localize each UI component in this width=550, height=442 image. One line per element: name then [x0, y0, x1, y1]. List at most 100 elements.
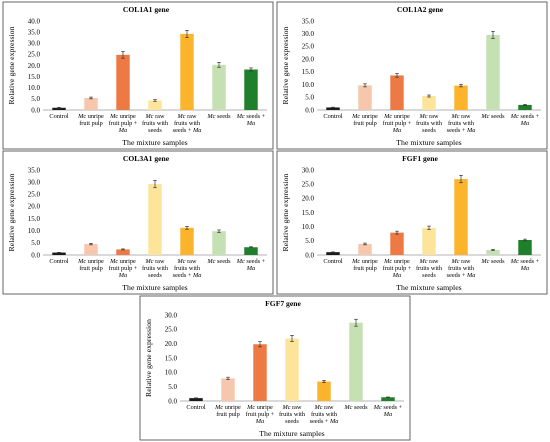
y-axis-title: Relative gene expression — [281, 26, 290, 104]
bar — [486, 34, 500, 110]
x-tick-label: fruits with — [174, 265, 201, 272]
y-tick-label: 30.0 — [302, 166, 315, 174]
x-tick-label: Mc seeds + — [373, 404, 403, 411]
x-tick-label: Mc unripe — [77, 258, 104, 265]
y-tick-label: 25.0 — [28, 51, 41, 59]
y-tick-label: 0.0 — [31, 106, 40, 114]
bar — [285, 338, 299, 401]
x-tick-label: Mc raw — [418, 258, 439, 265]
panel-border — [139, 295, 411, 441]
y-tick-label: 0.0 — [305, 106, 314, 114]
y-tick-label: 15.0 — [302, 209, 315, 217]
bar — [326, 107, 340, 110]
bar — [486, 249, 500, 255]
y-tick-label: 15.0 — [28, 215, 41, 223]
y-tick-label: 30.0 — [165, 311, 178, 319]
x-tick-label: fruit pulp + — [109, 265, 138, 272]
x-tick-label: Ma — [246, 120, 255, 127]
x-tick-label: Control — [49, 113, 68, 120]
error-bar — [290, 335, 294, 343]
x-tick-label: Mc raw — [450, 113, 471, 120]
bar — [326, 252, 340, 255]
x-tick-label: seeds — [148, 272, 162, 279]
error-bar — [395, 73, 399, 78]
y-tick-label: 40.0 — [28, 17, 41, 25]
y-tick-label: 10.0 — [302, 81, 315, 89]
y-tick-label: 35.0 — [302, 17, 315, 25]
error-bar — [153, 180, 157, 189]
x-tick-label: seeds + Ma — [447, 272, 476, 279]
error-bar — [363, 83, 367, 88]
x-tick-label: Mc seeds + — [510, 258, 540, 265]
error-bar — [121, 248, 125, 251]
error-bar — [331, 251, 335, 253]
bar — [212, 64, 226, 110]
y-tick-label: 25.0 — [28, 191, 41, 199]
y-tick-label: 20.0 — [165, 340, 178, 348]
y-tick-label: 15.0 — [165, 354, 178, 362]
x-tick-label: Control — [323, 113, 342, 120]
chart-title: COL1A1 gene — [123, 5, 170, 14]
error-bar — [491, 31, 495, 39]
x-tick-label: fruit pulp — [353, 265, 377, 272]
error-bar — [523, 238, 527, 242]
chart-panel-5: FGF7 gene 0.0 5.0 10.0 15.0 20.0 25.0 30.0 Relat… — [139, 295, 411, 441]
x-tick-label: Mc seeds — [206, 113, 231, 120]
bar — [390, 75, 404, 110]
error-bar — [185, 225, 189, 230]
x-axis-title: The mixture samples — [122, 138, 187, 147]
error-bar — [217, 229, 221, 233]
chart-panel-1: COL1A1 gene 0.0 5.0 10.0 15.0 20.0 25.0 30.0 35.… — [2, 1, 274, 150]
y-tick-label: 35.0 — [28, 28, 41, 36]
x-tick-label: Control — [49, 258, 68, 265]
x-tick-label: seeds — [285, 418, 299, 425]
y-axis-title: Relative gene expression — [7, 26, 16, 104]
y-axis-title: Relative gene expression — [281, 173, 290, 251]
y-tick-label: 10.0 — [302, 223, 315, 231]
x-tick-label: Mc seeds — [206, 258, 231, 265]
bar — [244, 69, 258, 110]
x-tick-label: fruit pulp + — [383, 120, 412, 127]
bar — [317, 381, 331, 401]
error-bar — [153, 99, 157, 102]
x-tick-label: fruits with — [416, 120, 443, 127]
bar — [116, 249, 130, 255]
bar — [390, 232, 404, 255]
y-tick-label: 35.0 — [28, 166, 41, 174]
panel-border — [2, 1, 274, 150]
bar — [148, 100, 162, 110]
chart-panel-4: FGF1 gene 0.0 5.0 10.0 15.0 20.0 25.0 30.0 Relat… — [276, 150, 548, 295]
error-bar — [89, 242, 93, 246]
bar — [244, 247, 258, 255]
x-tick-label: fruit pulp — [79, 120, 103, 127]
x-tick-label: fruits with — [142, 120, 169, 127]
bar — [180, 227, 194, 255]
bar — [349, 322, 363, 401]
panel-border — [276, 150, 548, 295]
error-bar — [523, 104, 527, 106]
x-tick-label: Mc raw — [176, 113, 197, 120]
x-tick-label: Mc raw — [176, 258, 197, 265]
error-bar — [258, 341, 262, 348]
bar — [518, 239, 532, 255]
x-tick-label: Mc seeds + — [236, 113, 266, 120]
error-bar — [89, 96, 93, 100]
x-tick-label: Ma — [118, 127, 127, 134]
bar — [84, 97, 98, 110]
x-tick-label: Mc unripe — [351, 113, 378, 120]
chart-panel-2: COL1A2 gene 0.0 5.0 10.0 15.0 20.0 25.0 30.0 35.… — [276, 1, 548, 150]
x-tick-label: Mc raw — [418, 113, 439, 120]
error-bar — [226, 376, 230, 380]
error-bar — [249, 246, 253, 249]
x-tick-label: fruits with — [311, 411, 338, 418]
y-tick-label: 5.0 — [31, 239, 40, 247]
error-bar — [194, 397, 198, 399]
chart-title: FGF1 gene — [402, 154, 438, 163]
error-bar — [395, 230, 399, 235]
bar — [518, 104, 532, 110]
x-tick-label: Mc raw — [144, 113, 165, 120]
x-tick-label: fruit pulp — [216, 411, 240, 418]
x-tick-label: seeds + Ma — [447, 127, 476, 134]
y-tick-label: 0.0 — [168, 397, 177, 405]
error-bar — [331, 106, 335, 109]
